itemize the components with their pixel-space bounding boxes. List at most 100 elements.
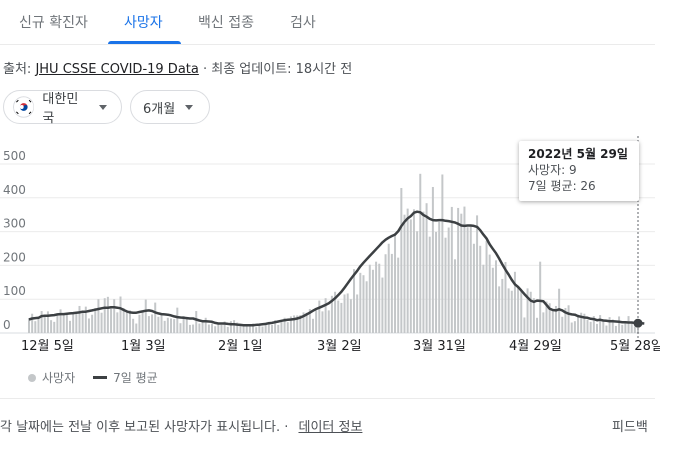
death-bar <box>570 322 573 333</box>
x-tick-label: 1월 3일 <box>121 339 166 354</box>
death-bar <box>353 269 356 333</box>
tab-tests[interactable]: 검사 <box>290 15 316 31</box>
death-bar <box>453 259 456 333</box>
feedback-link[interactable]: 피드백 <box>612 420 648 435</box>
death-bar <box>302 312 305 333</box>
death-bar <box>589 321 592 333</box>
tab-new-cases[interactable]: 신규 확진자 <box>19 15 88 31</box>
death-bar <box>378 263 381 333</box>
death-bar <box>242 326 245 333</box>
death-bar <box>554 305 557 333</box>
death-bar <box>157 316 160 333</box>
death-bar <box>482 264 485 333</box>
death-bar <box>460 213 463 333</box>
death-bar <box>608 317 611 333</box>
source-line: 출처: JHU CSSE COVID-19 Data · 최종 업데이트: 18… <box>3 58 352 77</box>
death-bar <box>425 203 428 333</box>
death-bar <box>100 312 103 333</box>
death-bar <box>110 308 113 333</box>
country-label: 대한민국 <box>42 92 79 126</box>
death-bar <box>229 321 232 333</box>
legend-line-label: 7일 평균 <box>113 371 158 385</box>
death-bar <box>469 225 472 333</box>
tab-deaths[interactable]: 사망자 <box>124 15 163 31</box>
death-bar <box>431 186 434 333</box>
death-bar <box>34 321 37 333</box>
death-bar <box>340 302 343 333</box>
death-bar <box>334 291 337 333</box>
death-bar <box>526 288 529 333</box>
death-bar <box>412 209 415 333</box>
tooltip-average: 7일 평균: 26 <box>528 179 596 193</box>
death-bar <box>299 315 302 333</box>
death-bar <box>56 315 59 333</box>
death-bar <box>586 319 589 333</box>
active-tab-indicator <box>108 41 181 44</box>
death-bar <box>532 298 535 333</box>
death-bar <box>138 314 141 333</box>
x-tick-label: 2월 1일 <box>218 339 263 354</box>
death-bar <box>447 227 450 333</box>
x-tick-label: 12월 5일 <box>21 339 74 354</box>
legend-bars-label: 사망자 <box>42 371 76 385</box>
death-bar <box>122 307 125 333</box>
death-bar <box>551 310 554 333</box>
tab-vaccinations[interactable]: 백신 접종 <box>198 15 254 31</box>
death-bar <box>450 206 453 333</box>
footer-text: 각 날짜에는 전날 이후 보고된 사망자가 표시됩니다. · <box>0 420 293 435</box>
y-tick-label: 300 <box>3 217 26 231</box>
deaths-chart[interactable]: 0 100 200 300 400 500 12월 5일 1월 3일 2월 1일 3월 2일 3월 … <box>0 130 660 358</box>
y-tick-label: 200 <box>3 250 26 264</box>
death-bar <box>94 307 97 333</box>
death-bar <box>75 314 78 333</box>
death-bar <box>406 208 409 333</box>
death-bar <box>220 324 223 333</box>
data-info-link[interactable]: 데이터 정보 <box>298 420 363 435</box>
death-bar <box>179 323 182 333</box>
last-updated: · 최종 업데이트: 18시간 전 <box>198 62 353 77</box>
death-bar <box>258 324 261 333</box>
death-bar <box>580 312 583 333</box>
death-bar <box>422 211 425 333</box>
death-bar <box>416 231 419 333</box>
x-tick-label: 3월 31일 <box>413 339 466 354</box>
death-bar <box>567 305 570 333</box>
death-bar <box>595 323 598 333</box>
x-tick-label: 4월 29일 <box>509 339 562 354</box>
death-bar <box>69 320 72 333</box>
period-select[interactable]: 6개월 <box>130 90 210 124</box>
country-select[interactable]: 대한민국 <box>3 90 122 126</box>
death-bar <box>166 317 169 333</box>
death-bar <box>485 240 488 333</box>
death-bar <box>633 326 636 333</box>
death-bar <box>318 300 321 333</box>
chevron-down-icon <box>185 104 194 110</box>
death-bar <box>466 227 469 333</box>
footer-divider <box>0 398 655 399</box>
death-bar <box>151 314 154 333</box>
source-link[interactable]: JHU CSSE COVID-19 Data <box>35 62 199 77</box>
tooltip-date: 2022년 5월 29일 <box>528 147 628 161</box>
death-bar <box>154 302 157 333</box>
seven-day-average-line <box>28 210 645 327</box>
death-bar <box>46 311 49 333</box>
legend-bar-swatch <box>28 373 36 382</box>
death-bar <box>163 320 166 333</box>
death-bar <box>119 296 122 333</box>
death-bar <box>141 310 144 333</box>
death-bar <box>618 316 621 333</box>
y-tick-label: 500 <box>3 149 26 163</box>
death-bar <box>435 231 438 333</box>
death-bar <box>507 288 510 333</box>
death-bar <box>173 319 176 333</box>
death-bar <box>529 291 532 333</box>
death-bar <box>577 314 580 333</box>
tab-bar: 신규 확진자 사망자 백신 접종 검사 <box>0 0 655 45</box>
death-bar <box>564 307 567 333</box>
death-bar <box>381 277 384 333</box>
death-bar <box>390 253 393 333</box>
source-prefix: 출처: <box>3 62 36 77</box>
death-bar <box>211 323 214 333</box>
death-bar <box>188 324 191 333</box>
death-bar <box>592 316 595 333</box>
